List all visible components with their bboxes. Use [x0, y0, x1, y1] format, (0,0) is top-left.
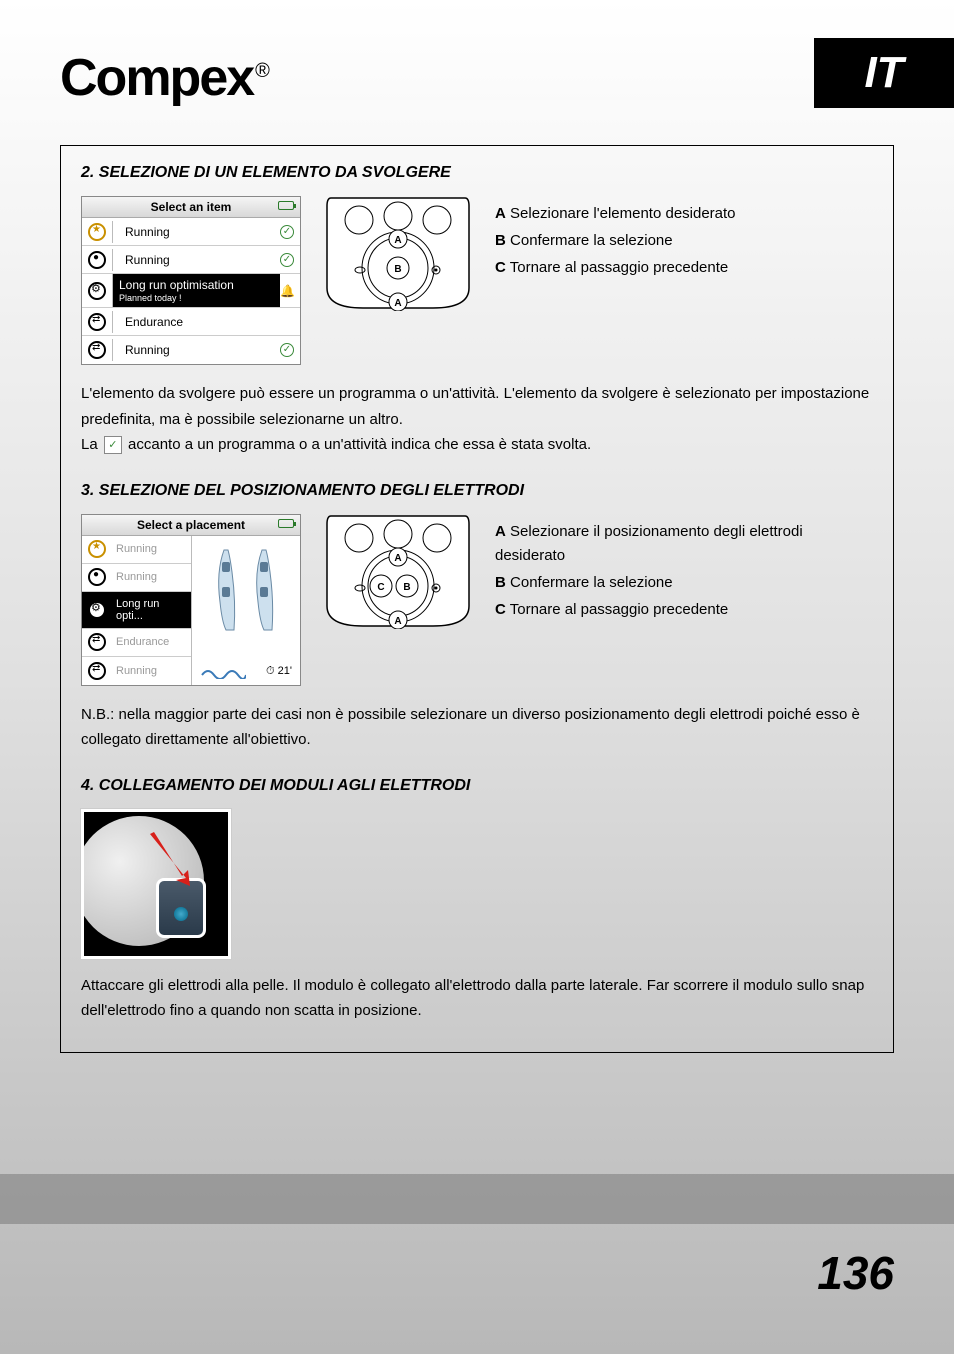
svg-text:A: A [394, 616, 401, 627]
check-icon: ✓ [280, 343, 294, 357]
circle-icon [88, 251, 106, 269]
bell-icon: 🔔 [280, 284, 294, 298]
screenshot-title: Select an item [82, 197, 300, 218]
check-icon: ✓ [280, 253, 294, 267]
duration-label: ⏱ 21' [266, 665, 292, 678]
list-item-selected: Long run optimisation Planned today ! 🔔 [82, 274, 300, 308]
list-item: Endurance [82, 308, 300, 336]
placement-list: Running Running Long run opti... Enduran… [82, 536, 192, 685]
section3-row: Select a placement Running Running Long … [81, 514, 873, 686]
section2-body: L'elemento da svolgere può essere un pro… [81, 381, 873, 458]
list-item: Running ✓ [82, 246, 300, 274]
list-item: Running ✓ [82, 336, 300, 364]
remote-diagram-abc: A B C A [323, 514, 473, 629]
list-item: Running [82, 657, 191, 685]
section3-body: N.B.: nella maggior parte dei casi non è… [81, 702, 873, 753]
select-item-screenshot: Select an item Running ✓ Running ✓ Long … [81, 196, 301, 365]
content-frame: 2. SELEZIONE DI UN ELEMENTO DA SVOLGERE … [60, 145, 894, 1053]
svg-text:C: C [377, 582, 384, 593]
snap-dot-icon [174, 907, 188, 921]
svg-text:A: A [394, 235, 401, 246]
legs-diagram-icon [206, 542, 286, 634]
section3-instructions: A Selezionare il posizionamento degli el… [495, 514, 873, 625]
wave-icon [200, 665, 246, 679]
svg-text:A: A [394, 298, 401, 309]
placement-preview: ⏱ 21' [192, 536, 300, 685]
svg-text:A: A [394, 553, 401, 564]
svg-text:B: B [394, 264, 401, 275]
list-item: Running [82, 564, 191, 592]
page-number: 136 [817, 1246, 894, 1300]
section2-row: Select an item Running ✓ Running ✓ Long … [81, 196, 873, 365]
star-icon [88, 223, 106, 241]
registered-mark: ® [255, 60, 268, 82]
section2-title: 2. SELEZIONE DI UN ELEMENTO DA SVOLGERE [81, 164, 873, 182]
brand-logo: Compex® [60, 48, 268, 108]
red-arrow-icon [146, 830, 196, 890]
select-placement-screenshot: Select a placement Running Running Long … [81, 514, 301, 686]
gear-icon [88, 601, 106, 619]
cycle-icon [88, 662, 106, 680]
gear-icon [88, 282, 106, 300]
inline-check-icon: ✓ [104, 436, 122, 454]
page-header: Compex® IT [0, 0, 954, 105]
list-item: Running [82, 536, 191, 564]
list-item: Running ✓ [82, 218, 300, 246]
section4-body: Attaccare gli elettrodi alla pelle. Il m… [81, 973, 873, 1024]
language-tab: IT [814, 38, 954, 108]
battery-icon [278, 201, 294, 210]
section4-title: 4. COLLEGAMENTO DEI MODULI AGLI ELETTROD… [81, 777, 873, 795]
section3-title: 3. SELEZIONE DEL POSIZIONAMENTO DEGLI EL… [81, 482, 873, 500]
list-item: Endurance [82, 629, 191, 657]
cycle-icon [88, 341, 106, 359]
list-item-selected: Long run opti... [82, 592, 191, 629]
footer-bar [0, 1174, 954, 1224]
svg-text:B: B [403, 582, 410, 593]
check-icon: ✓ [280, 225, 294, 239]
cycle-icon [88, 313, 106, 331]
module-connection-photo [81, 809, 231, 959]
screenshot-title: Select a placement [82, 515, 300, 536]
circle-icon [88, 568, 106, 586]
battery-icon [278, 519, 294, 528]
brand-name: Compex [60, 49, 253, 107]
section2-instructions: A Selezionare l'elemento desiderato B Co… [495, 196, 873, 283]
star-icon [88, 540, 106, 558]
remote-diagram-ab: A B A [323, 196, 473, 311]
cycle-icon [88, 633, 106, 651]
